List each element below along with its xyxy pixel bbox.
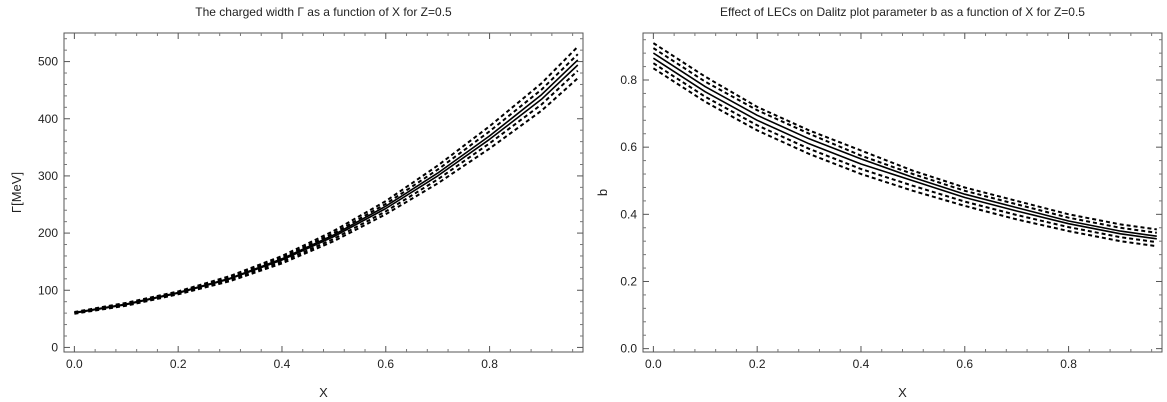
series-line-3 [652,52,1157,237]
x-tick-label: 0.6 [377,357,394,371]
plot-frame [63,32,584,353]
series-line-5 [652,62,1157,244]
x-axis-label: X [319,385,328,400]
series-line-4 [74,64,579,314]
x-tick-label: 0.2 [749,357,766,371]
x-tick-label: 0.8 [481,357,498,371]
series-line-5 [74,69,579,315]
chart-panel-1: The charged width Γ as a function of X f… [9,5,584,400]
chart-title: Effect of LECs on Dalitz plot parameter … [720,5,1085,19]
series-line-4 [652,57,1157,240]
y-tick-label: 400 [38,112,58,126]
y-tick-label: 0.2 [620,274,637,288]
x-tick-label: 0.4 [853,357,870,371]
y-tick-label: 0.4 [620,207,637,221]
y-axis-label: b [595,189,610,196]
y-tick-label: 300 [38,169,58,183]
y-tick-label: 0.0 [620,342,637,356]
series-line-2 [74,53,579,314]
y-tick-label: 0.6 [620,140,637,154]
chart-title: The charged width Γ as a function of X f… [195,5,452,19]
x-tick-label: 0.0 [645,357,662,371]
chart-panel-2: Effect of LECs on Dalitz plot parameter … [595,5,1163,400]
x-tick-label: 0.2 [170,357,187,371]
x-tick-label: 0.8 [1060,357,1077,371]
series-line-1 [652,42,1157,231]
y-tick-label: 500 [38,55,58,69]
plot-frame [642,32,1163,353]
x-tick-label: 0.0 [66,357,83,371]
series-line-6 [652,67,1157,248]
y-tick-label: 200 [38,226,58,240]
y-tick-label: 0 [51,340,58,354]
x-axis-label: X [898,385,907,400]
series-line-6 [74,77,579,315]
y-tick-label: 0.8 [620,73,637,87]
series-line-1 [74,45,579,313]
y-tick-label: 100 [38,283,58,297]
x-tick-label: 0.6 [956,357,973,371]
x-tick-label: 0.4 [274,357,291,371]
series-line-3 [74,59,579,314]
y-axis-label: Γ[MeV] [9,172,24,213]
series-line-2 [652,47,1157,234]
